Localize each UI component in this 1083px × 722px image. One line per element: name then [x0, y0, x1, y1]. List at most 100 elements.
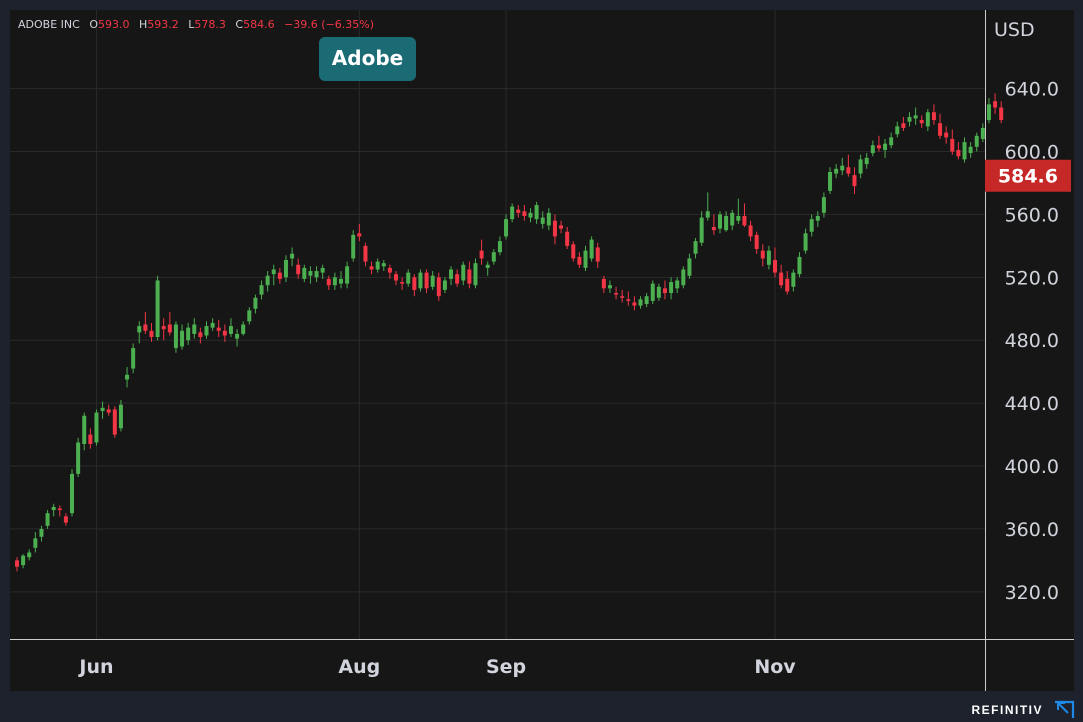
candle-body	[76, 442, 81, 474]
candle-body	[118, 404, 123, 429]
candle-body	[326, 278, 331, 286]
candle-body	[161, 326, 166, 330]
candle-body	[534, 204, 539, 220]
candle-body	[125, 374, 130, 380]
candle-body	[516, 209, 521, 213]
candle-body	[235, 333, 240, 339]
candle-body	[204, 326, 209, 336]
y-tick-label: 600.0	[1005, 142, 1059, 164]
candle-body	[406, 272, 411, 284]
candle-body	[583, 250, 588, 268]
candle-body	[901, 123, 906, 128]
candle-body	[461, 264, 466, 281]
candle-body	[742, 215, 747, 226]
candle-body	[809, 219, 814, 232]
candle-body	[192, 324, 197, 334]
candle-body	[644, 296, 649, 305]
candle-body	[705, 211, 710, 218]
candle-body	[632, 302, 637, 306]
candle-body	[840, 165, 845, 171]
currency-label: USD	[994, 19, 1035, 41]
y-tick-label: 480.0	[1005, 330, 1059, 352]
candle-body	[919, 120, 924, 124]
candle-body	[15, 560, 19, 567]
candle-body	[675, 280, 680, 289]
candlestick-chart[interactable]: 320.0 360.0 400.0 440.0 480.0 520.0 560.0 600.0…	[10, 10, 1074, 691]
candle-body	[986, 104, 991, 121]
candle-body	[760, 250, 765, 259]
candle-body	[442, 280, 447, 290]
ohlc-readout: ADOBE INC O593.0 H593.2 L578.3 C584.6 −3…	[18, 18, 374, 31]
candle-body	[852, 175, 857, 187]
candle-body	[277, 272, 282, 279]
candle-body	[962, 142, 967, 160]
candle-body	[39, 528, 44, 537]
candle-body	[167, 324, 172, 333]
candle-body	[112, 409, 117, 435]
refinitiv-logo-icon	[1055, 700, 1075, 718]
candle-body	[681, 269, 686, 286]
candle-body	[455, 274, 460, 284]
candle-body	[565, 231, 570, 246]
candle-body	[950, 138, 955, 152]
candle-body	[546, 212, 551, 226]
candle-body	[394, 274, 399, 281]
x-tick-label: Jun	[77, 656, 113, 678]
candle-body	[571, 244, 576, 259]
candle-body	[693, 241, 698, 254]
candle-body	[662, 288, 667, 294]
candle-body	[497, 241, 502, 253]
chart-panel[interactable]: 320.0 360.0 400.0 440.0 480.0 520.0 560.0 600.0…	[10, 10, 1074, 691]
candle-body	[265, 275, 270, 286]
candle-body	[302, 267, 307, 279]
candle-body	[271, 269, 276, 275]
candle-body	[858, 159, 863, 174]
candle-body	[357, 233, 362, 237]
candle-body	[283, 260, 288, 278]
candle-body	[290, 253, 295, 259]
x-tick-label: Aug	[338, 656, 380, 678]
candle-body	[724, 215, 729, 231]
candle-body	[595, 247, 600, 262]
candle-body	[173, 324, 178, 349]
candle-body	[828, 171, 833, 191]
candle-body	[467, 269, 472, 284]
candle-body	[351, 234, 356, 259]
candle-body	[968, 146, 973, 154]
candle-body	[540, 217, 545, 224]
candle-body	[559, 225, 564, 229]
candle-body	[479, 250, 484, 259]
high-label: H	[138, 18, 148, 31]
candle-body	[137, 326, 142, 333]
y-tick-label: 640.0	[1005, 79, 1059, 101]
candle-body	[338, 278, 343, 284]
candle-body	[345, 266, 350, 284]
candle-body	[711, 227, 716, 231]
candle-body	[773, 260, 778, 273]
candle-body	[907, 116, 912, 122]
open-label: O	[89, 18, 98, 31]
candle-body	[522, 211, 527, 216]
candle-body	[650, 283, 655, 301]
candle-body	[504, 219, 509, 237]
candle-body	[436, 277, 441, 297]
candle-body	[889, 137, 894, 146]
refinitiv-logo-text: REFINITIV	[971, 703, 1043, 717]
candle-body	[999, 107, 1004, 121]
candle-body	[70, 473, 75, 514]
candle-body	[381, 263, 386, 267]
candle-body	[717, 214, 722, 229]
candle-body	[241, 324, 246, 334]
candle-body	[180, 330, 185, 347]
candle-body	[88, 434, 93, 445]
candle-body	[216, 327, 221, 331]
candle-body	[222, 330, 227, 336]
candle-body	[247, 310, 252, 322]
candle-body	[259, 285, 264, 295]
symbol-name: ADOBE INC	[18, 18, 80, 31]
candle-body	[400, 282, 405, 284]
candle-body	[669, 282, 674, 294]
candle-body	[754, 234, 759, 250]
candle-body	[803, 233, 808, 251]
candle-body	[815, 215, 820, 221]
